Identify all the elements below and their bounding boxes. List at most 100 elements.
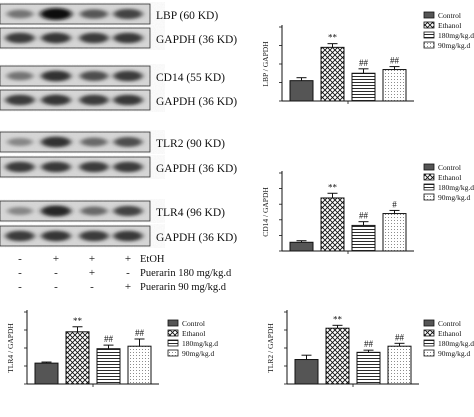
blot-band (79, 94, 109, 106)
bar (96, 348, 121, 385)
treatment-row: - - + - Puerarin 180 mg/kg.d (18, 267, 232, 279)
blot-band (79, 71, 109, 81)
treatment-mark: - (126, 267, 130, 279)
blot-strip: TLR2 (90 KD) (0, 131, 225, 153)
blot-texture (0, 4, 150, 24)
significance-mark: ** (328, 33, 338, 43)
bar (382, 213, 407, 252)
blot-band (41, 161, 71, 173)
y-axis-label: TLR4 / GAPDH (6, 323, 15, 373)
significance-mark: ## (359, 58, 369, 68)
legend-label: Ethanol (182, 329, 205, 338)
significance-mark: ** (333, 314, 343, 324)
bar (65, 331, 90, 385)
blot-texture (0, 132, 150, 152)
bar (320, 46, 345, 102)
significance-mark: ## (364, 339, 374, 349)
blot-band (41, 230, 71, 242)
bar (356, 351, 381, 385)
bar-chart: TLR2 / GAPDH ** ## ## ControlEthanol180mg/kg… (266, 310, 474, 387)
treatment-mark: - (54, 267, 58, 279)
blot-strip: GAPDH (36 KD) (0, 225, 237, 247)
blot-band (6, 9, 34, 19)
treatment-mark: - (18, 281, 22, 293)
blot-band (40, 205, 72, 217)
significance-mark: ** (73, 316, 83, 326)
blot-texture (0, 201, 150, 221)
significance-mark: ## (390, 56, 400, 66)
blot-strip: TLR4 (96 KD) (0, 200, 225, 222)
legend-label: 180mg/kg.d (438, 183, 474, 192)
significance-mark: ## (395, 332, 405, 342)
blot-band (5, 94, 35, 106)
legend-label: Ethanol (438, 21, 461, 30)
blot-texture (0, 226, 150, 246)
treatment-table: - + + + EtOH- - + - Puerarin 180 mg/kg.d- - - + Puer… (18, 253, 232, 293)
blot-band (7, 206, 33, 216)
y-axis-label: CD14 / GAPDH (261, 187, 270, 237)
blot-strip: GAPDH (36 KD) (0, 89, 237, 111)
legend-swatch (423, 173, 435, 181)
legend-label: 90mg/kg.d (438, 41, 471, 50)
legend-swatch (423, 11, 435, 19)
blot-band (113, 137, 143, 147)
blot-label: GAPDH (36 KD) (156, 163, 237, 175)
y-axis-label: TLR2 / GAPDH (266, 323, 275, 373)
blot-band (113, 8, 143, 20)
bar-charts: LBP / GAPDH**## ##ControlEthanol180mg/kg.… (6, 11, 474, 387)
blot-texture (0, 157, 150, 177)
treatment-mark: + (89, 267, 95, 279)
blot-band (5, 161, 35, 173)
treatment-row: - - - + Puerarin 90 mg/kg.d (18, 281, 227, 293)
legend-swatch (167, 349, 179, 357)
bar (320, 197, 345, 252)
blot-label: TLR4 (96 KD) (156, 207, 225, 219)
blot-band (41, 32, 71, 44)
y-axis-label: LBP / GAPDH (261, 41, 270, 87)
legend-swatch (423, 319, 435, 327)
blot-strip: GAPDH (36 KD) (0, 156, 237, 178)
significance-mark: # (392, 199, 397, 209)
bar (382, 69, 407, 102)
legend-label: Control (182, 319, 205, 328)
treatment-label: Puerarin 90 mg/kg.d (140, 282, 227, 293)
blot-label: GAPDH (36 KD) (156, 232, 237, 244)
blot-band (7, 137, 33, 147)
legend-label: Control (438, 163, 461, 172)
legend-label: Control (438, 11, 461, 20)
blot-label: LBP (60 KD) (156, 10, 218, 22)
treatment-mark: - (18, 253, 22, 265)
legend-swatch (423, 41, 435, 49)
blot-band (41, 136, 71, 148)
legend-label: Control (438, 319, 461, 328)
bar (387, 345, 412, 385)
significance-mark: ** (328, 182, 338, 192)
blot-texture (0, 28, 150, 48)
blot-band (79, 230, 109, 242)
blot-band (80, 137, 108, 147)
treatment-label: Puerarin 180 mg/kg.d (140, 268, 232, 279)
treatment-mark: + (89, 253, 95, 265)
blot-band (5, 32, 35, 44)
blot-texture (0, 90, 150, 110)
legend-swatch (423, 329, 435, 337)
significance-mark: ## (135, 328, 145, 338)
bar-chart: TLR4 / GAPDH ** ## ## ControlEthanol180mg/kg… (6, 310, 218, 387)
blot-strip: LBP (60 KD) (0, 3, 218, 25)
legend-swatch (423, 21, 435, 29)
blot-strip: CD14 (55 KD) (0, 65, 225, 87)
blot-band (80, 206, 108, 216)
blot-label: GAPDH (36 KD) (156, 96, 237, 108)
legend-swatch (423, 349, 435, 357)
treatment-mark: - (54, 281, 58, 293)
blot-label: GAPDH (36 KD) (156, 34, 237, 46)
legend-swatch (423, 163, 435, 171)
legend-label: 180mg/kg.d (182, 339, 218, 348)
blot-band (113, 94, 143, 106)
blot-band (80, 9, 108, 19)
blot-band (113, 205, 143, 217)
treatment-mark: + (125, 253, 131, 265)
